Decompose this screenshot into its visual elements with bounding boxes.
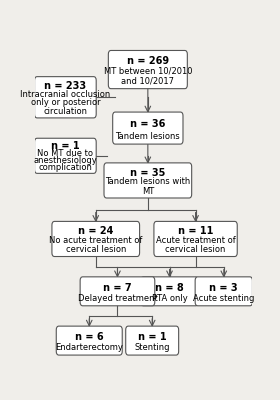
Text: cervical lesion: cervical lesion bbox=[66, 245, 126, 254]
Text: Tandem lesions with: Tandem lesions with bbox=[105, 177, 190, 186]
Text: MT between 10/2010: MT between 10/2010 bbox=[104, 66, 192, 76]
Text: cervical lesion: cervical lesion bbox=[165, 245, 226, 254]
Text: only or posterior: only or posterior bbox=[31, 98, 100, 107]
FancyBboxPatch shape bbox=[195, 277, 253, 306]
FancyBboxPatch shape bbox=[154, 222, 237, 256]
Text: n = 233: n = 233 bbox=[44, 81, 87, 91]
FancyBboxPatch shape bbox=[113, 112, 183, 144]
Text: n = 269: n = 269 bbox=[127, 56, 169, 66]
Text: n = 1: n = 1 bbox=[51, 142, 80, 152]
FancyBboxPatch shape bbox=[34, 77, 96, 118]
Text: n = 1: n = 1 bbox=[138, 332, 167, 342]
Text: and 10/2017: and 10/2017 bbox=[121, 77, 174, 86]
Text: n = 7: n = 7 bbox=[103, 282, 132, 292]
Text: Acute treatment of: Acute treatment of bbox=[156, 236, 235, 245]
Text: complication: complication bbox=[38, 163, 92, 172]
FancyBboxPatch shape bbox=[80, 277, 155, 306]
Text: circulation: circulation bbox=[43, 107, 87, 116]
Text: MT: MT bbox=[142, 186, 154, 196]
FancyBboxPatch shape bbox=[108, 50, 187, 89]
Text: n = 35: n = 35 bbox=[130, 168, 165, 178]
Text: Endarterectomy: Endarterectomy bbox=[55, 343, 123, 352]
FancyBboxPatch shape bbox=[141, 277, 198, 306]
FancyBboxPatch shape bbox=[52, 222, 140, 256]
FancyBboxPatch shape bbox=[56, 326, 122, 355]
Text: n = 6: n = 6 bbox=[75, 332, 104, 342]
Text: anesthesiology: anesthesiology bbox=[34, 156, 97, 165]
FancyBboxPatch shape bbox=[104, 163, 192, 198]
Text: No acute treatment of: No acute treatment of bbox=[49, 236, 143, 245]
Text: No MT due to: No MT due to bbox=[37, 149, 93, 158]
Text: n = 36: n = 36 bbox=[130, 119, 165, 129]
Text: n = 24: n = 24 bbox=[78, 226, 113, 236]
Text: Acute stenting: Acute stenting bbox=[193, 294, 255, 303]
FancyBboxPatch shape bbox=[34, 138, 96, 173]
Text: Delayed treatment: Delayed treatment bbox=[78, 294, 157, 303]
Text: n = 11: n = 11 bbox=[178, 226, 213, 236]
Text: n = 3: n = 3 bbox=[209, 282, 238, 292]
Text: PTA only: PTA only bbox=[152, 294, 187, 303]
Text: Tandem lesions: Tandem lesions bbox=[115, 132, 180, 140]
Text: Stenting: Stenting bbox=[134, 343, 170, 352]
FancyBboxPatch shape bbox=[126, 326, 179, 355]
Text: Intracranial occlusion: Intracranial occlusion bbox=[20, 90, 111, 99]
Text: n = 8: n = 8 bbox=[155, 282, 184, 292]
